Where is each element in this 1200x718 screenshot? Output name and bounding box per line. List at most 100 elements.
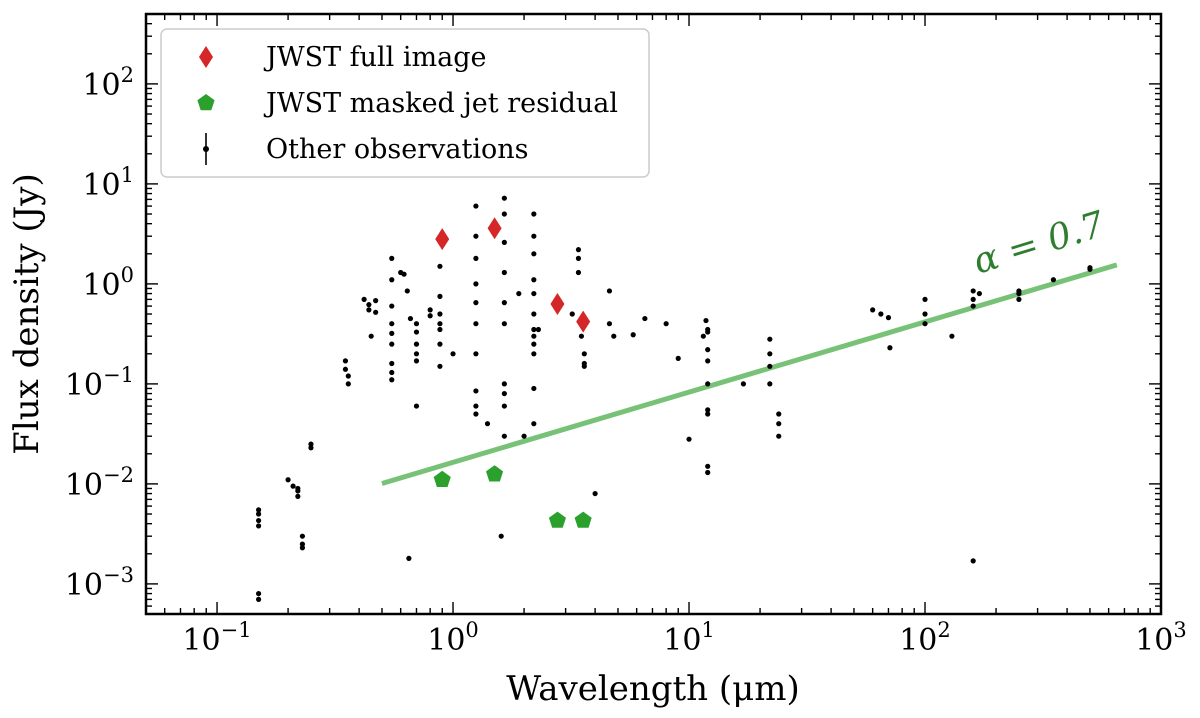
jwst-full-marker [576, 310, 591, 333]
other-observation-point [427, 313, 433, 319]
other-observation-point [970, 288, 976, 294]
other-observation-point [703, 317, 709, 324]
other-observation-point [255, 511, 262, 517]
other-observation-point [501, 300, 507, 306]
other-observation-point [299, 545, 306, 551]
legend: JWST full image JWST masked jet residual… [160, 28, 650, 178]
other-observation-point [501, 239, 507, 245]
legend-marker-jwst-full [199, 46, 213, 68]
other-observation-point [1016, 296, 1022, 302]
other-observation-point [389, 303, 395, 309]
x-tick-label: 102 [899, 618, 951, 658]
other-observation-point [501, 195, 507, 201]
other-observation-point [255, 517, 262, 524]
other-observation-point [473, 300, 479, 306]
other-observation-point [413, 403, 420, 409]
other-observation-point [531, 421, 537, 427]
fit-layer [381, 262, 1118, 486]
other-observation-point [473, 233, 479, 239]
other-observation-point [413, 321, 420, 327]
other-observation-point [581, 351, 587, 357]
other-observation-point [531, 251, 537, 257]
other-observation-point [450, 351, 456, 357]
other-observation-point [473, 403, 479, 409]
other-observation-point [611, 333, 617, 339]
other-observation-point [885, 315, 892, 321]
other-observation-point [949, 333, 955, 339]
other-observation-point [531, 277, 537, 283]
other-observation-point [401, 271, 407, 277]
other-observation-point [1016, 290, 1022, 297]
other-observation-point [578, 333, 585, 339]
other-observation-point [531, 233, 537, 239]
other-observation-point [970, 303, 976, 309]
other-observation-point [531, 211, 537, 217]
other-observation-point [366, 307, 372, 313]
other-observation-point [767, 351, 773, 357]
other-observation-point [575, 255, 582, 261]
other-observation-point [290, 483, 296, 489]
other-observation-point [535, 326, 541, 333]
other-observation-point [389, 330, 395, 336]
other-observation-point [531, 341, 537, 347]
y-tick-label: 102 [82, 63, 134, 103]
other-observation-point [767, 363, 773, 369]
other-observation-point [437, 293, 443, 299]
other-observation-point [767, 381, 773, 387]
legend-marker-other [203, 146, 209, 152]
other-observation-point [473, 321, 479, 327]
other-observation-point [501, 211, 507, 217]
x-tick-label: 100 [427, 618, 479, 658]
legend-markers [197, 46, 215, 165]
other-observation-point [473, 281, 479, 287]
other-observation-point [700, 333, 706, 339]
points-layer [255, 195, 1093, 602]
other-observation-point [705, 329, 711, 335]
jwst-masked-marker [433, 470, 451, 487]
other-observation-point [389, 369, 395, 376]
other-observation-point [501, 269, 507, 276]
other-observation-point [776, 433, 782, 439]
other-observation-point [767, 336, 773, 342]
other-observation-point [308, 445, 314, 451]
y-tick-label: 101 [82, 163, 134, 203]
other-observation-point [575, 269, 582, 276]
other-observation-point [413, 329, 420, 335]
other-observation-point [663, 321, 669, 327]
y-tick-label: 10−2 [65, 463, 134, 503]
other-observation-point [413, 351, 420, 357]
other-observation-point [922, 321, 928, 327]
other-observation-point [295, 493, 301, 499]
other-observation-point [606, 321, 613, 327]
other-observation-point [437, 341, 443, 347]
other-observation-point [531, 351, 537, 357]
other-observation-point [501, 433, 507, 439]
other-observation-point [581, 363, 587, 369]
other-observation-point [776, 421, 782, 427]
other-observation-point [299, 533, 306, 539]
other-observation-point [255, 523, 262, 529]
jwst-full-marker [550, 292, 565, 315]
other-observation-point [531, 326, 537, 333]
other-observation-point [686, 436, 692, 442]
x-tick-label: 10−1 [182, 618, 251, 658]
fit-line [381, 262, 1118, 486]
x-tick-label: 101 [663, 618, 715, 658]
other-observation-point [630, 332, 636, 338]
other-observation-point [531, 311, 537, 317]
other-observation-point [501, 390, 507, 397]
other-observation-point [255, 596, 262, 602]
y-axis-title: Flux density (Jy) [7, 173, 47, 455]
other-observation-point [413, 358, 420, 364]
other-observation-point [878, 311, 884, 317]
legend-label-jwst-masked: JWST masked jet residual [263, 88, 618, 119]
jwst-masked-marker [548, 511, 566, 528]
other-observation-point [970, 558, 976, 564]
other-observation-point [361, 296, 367, 302]
other-observation-point [1050, 277, 1057, 283]
other-observation-point [407, 315, 414, 322]
other-observation-point [255, 590, 262, 597]
ticks-layer: 10−1 100 101 102 103 10−3 10−2 10−1 100 101 102 [65, 13, 1187, 658]
other-observation-point [776, 411, 782, 417]
other-observation-point [705, 358, 711, 364]
